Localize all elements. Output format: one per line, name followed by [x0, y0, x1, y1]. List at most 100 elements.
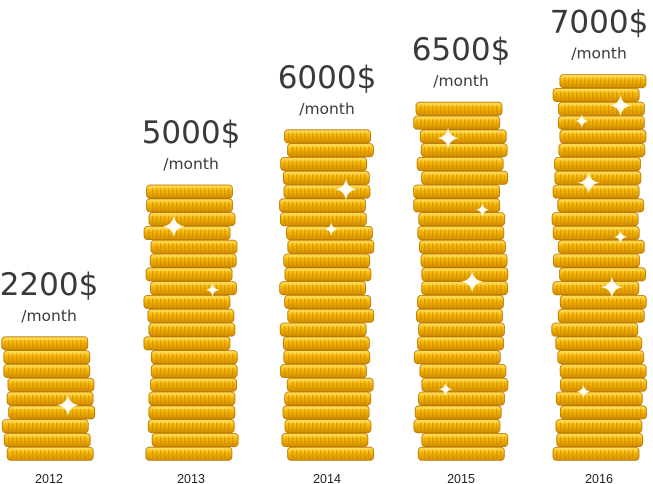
- coin: [143, 225, 231, 240]
- coin: [284, 294, 372, 309]
- data-label-unit: /month: [299, 100, 355, 118]
- sparkle-icon: [600, 276, 623, 299]
- sparkle-icon: [437, 127, 460, 150]
- sparkle-icon: [574, 113, 589, 128]
- coin: [150, 350, 238, 365]
- coin: [420, 253, 508, 268]
- sparkle-icon: [609, 94, 632, 117]
- coin: [557, 308, 645, 323]
- coin: [421, 281, 509, 296]
- coin: [413, 198, 501, 213]
- coin: [3, 350, 91, 365]
- data-label-amount: 2200$: [0, 267, 98, 303]
- coin-stack-bar: [551, 74, 647, 461]
- x-tick-label: 2014: [313, 472, 341, 484]
- coin: [560, 377, 647, 392]
- coin: [417, 294, 504, 309]
- coin: [280, 156, 368, 171]
- coin: [552, 88, 640, 103]
- x-tick-label: 2016: [585, 472, 613, 484]
- coin: [419, 239, 506, 254]
- coin: [151, 432, 239, 447]
- sparkle-icon: [162, 215, 185, 238]
- coin: [148, 391, 236, 406]
- data-label-unit: /month: [571, 45, 627, 63]
- sparkle-icon: [334, 178, 357, 201]
- coin: [284, 129, 371, 144]
- coin: [418, 391, 505, 406]
- coin: [282, 405, 370, 420]
- coin: [148, 212, 236, 227]
- coin: [143, 294, 231, 309]
- coin: [279, 322, 367, 337]
- coin: [146, 184, 233, 199]
- coin: [416, 308, 503, 323]
- coin: [145, 446, 233, 461]
- coin: [145, 267, 233, 282]
- coin: [554, 156, 641, 171]
- coin: [557, 198, 645, 213]
- coin: [143, 336, 231, 351]
- coin: [7, 377, 95, 392]
- coin: [413, 184, 501, 199]
- coin: [559, 74, 647, 89]
- coin: [279, 281, 367, 296]
- coin: [284, 267, 372, 282]
- coin: [555, 336, 643, 351]
- coin: [552, 225, 640, 240]
- sparkle-icon: [576, 384, 591, 399]
- coin: [287, 143, 374, 158]
- coin: [551, 322, 639, 337]
- coin: [421, 170, 509, 185]
- coin: [150, 363, 238, 378]
- coin: [559, 294, 647, 309]
- coin: [282, 336, 370, 351]
- coin: [284, 391, 372, 406]
- coin: [286, 377, 374, 392]
- coin-stacks: [1, 74, 647, 461]
- coin-stack-bar: [1, 336, 96, 461]
- coin: [8, 405, 96, 420]
- coin: [283, 184, 371, 199]
- coin: [148, 322, 236, 337]
- coin: [416, 156, 504, 171]
- sparkle-icon: [205, 282, 220, 297]
- coin: [558, 143, 646, 158]
- coin: [557, 239, 645, 254]
- coin: [417, 446, 505, 461]
- coin: [560, 405, 647, 420]
- coin: [149, 253, 237, 268]
- coin: [146, 198, 233, 213]
- sparkle-icon: [56, 394, 79, 417]
- coin-stack-bar: [143, 184, 239, 461]
- coin: [413, 419, 501, 434]
- coin: [280, 363, 367, 378]
- data-label-amount: 6000$: [278, 60, 377, 96]
- coin: [287, 446, 374, 461]
- data-label-amount: 5000$: [142, 115, 241, 151]
- coin: [148, 405, 236, 420]
- sparkle-icon: [577, 171, 600, 194]
- coin: [559, 129, 647, 144]
- coin: [413, 115, 501, 130]
- coin: [559, 363, 647, 378]
- coin: [281, 432, 369, 447]
- coin: [417, 225, 505, 240]
- coin: [413, 350, 501, 365]
- coin: [3, 432, 91, 447]
- coin: [6, 391, 94, 406]
- coin: [558, 101, 645, 116]
- coin: [1, 336, 89, 351]
- sparkle-icon: [461, 270, 484, 293]
- coin: [147, 419, 235, 434]
- coin: [287, 239, 375, 254]
- coin-stack-bar: [279, 129, 375, 461]
- coin: [557, 350, 645, 365]
- coin: [6, 446, 94, 461]
- coin: [284, 419, 372, 434]
- coin: [554, 170, 642, 185]
- coin: [417, 336, 504, 351]
- coin: [150, 239, 238, 254]
- coin: [418, 212, 506, 227]
- data-label-unit: /month: [163, 155, 219, 173]
